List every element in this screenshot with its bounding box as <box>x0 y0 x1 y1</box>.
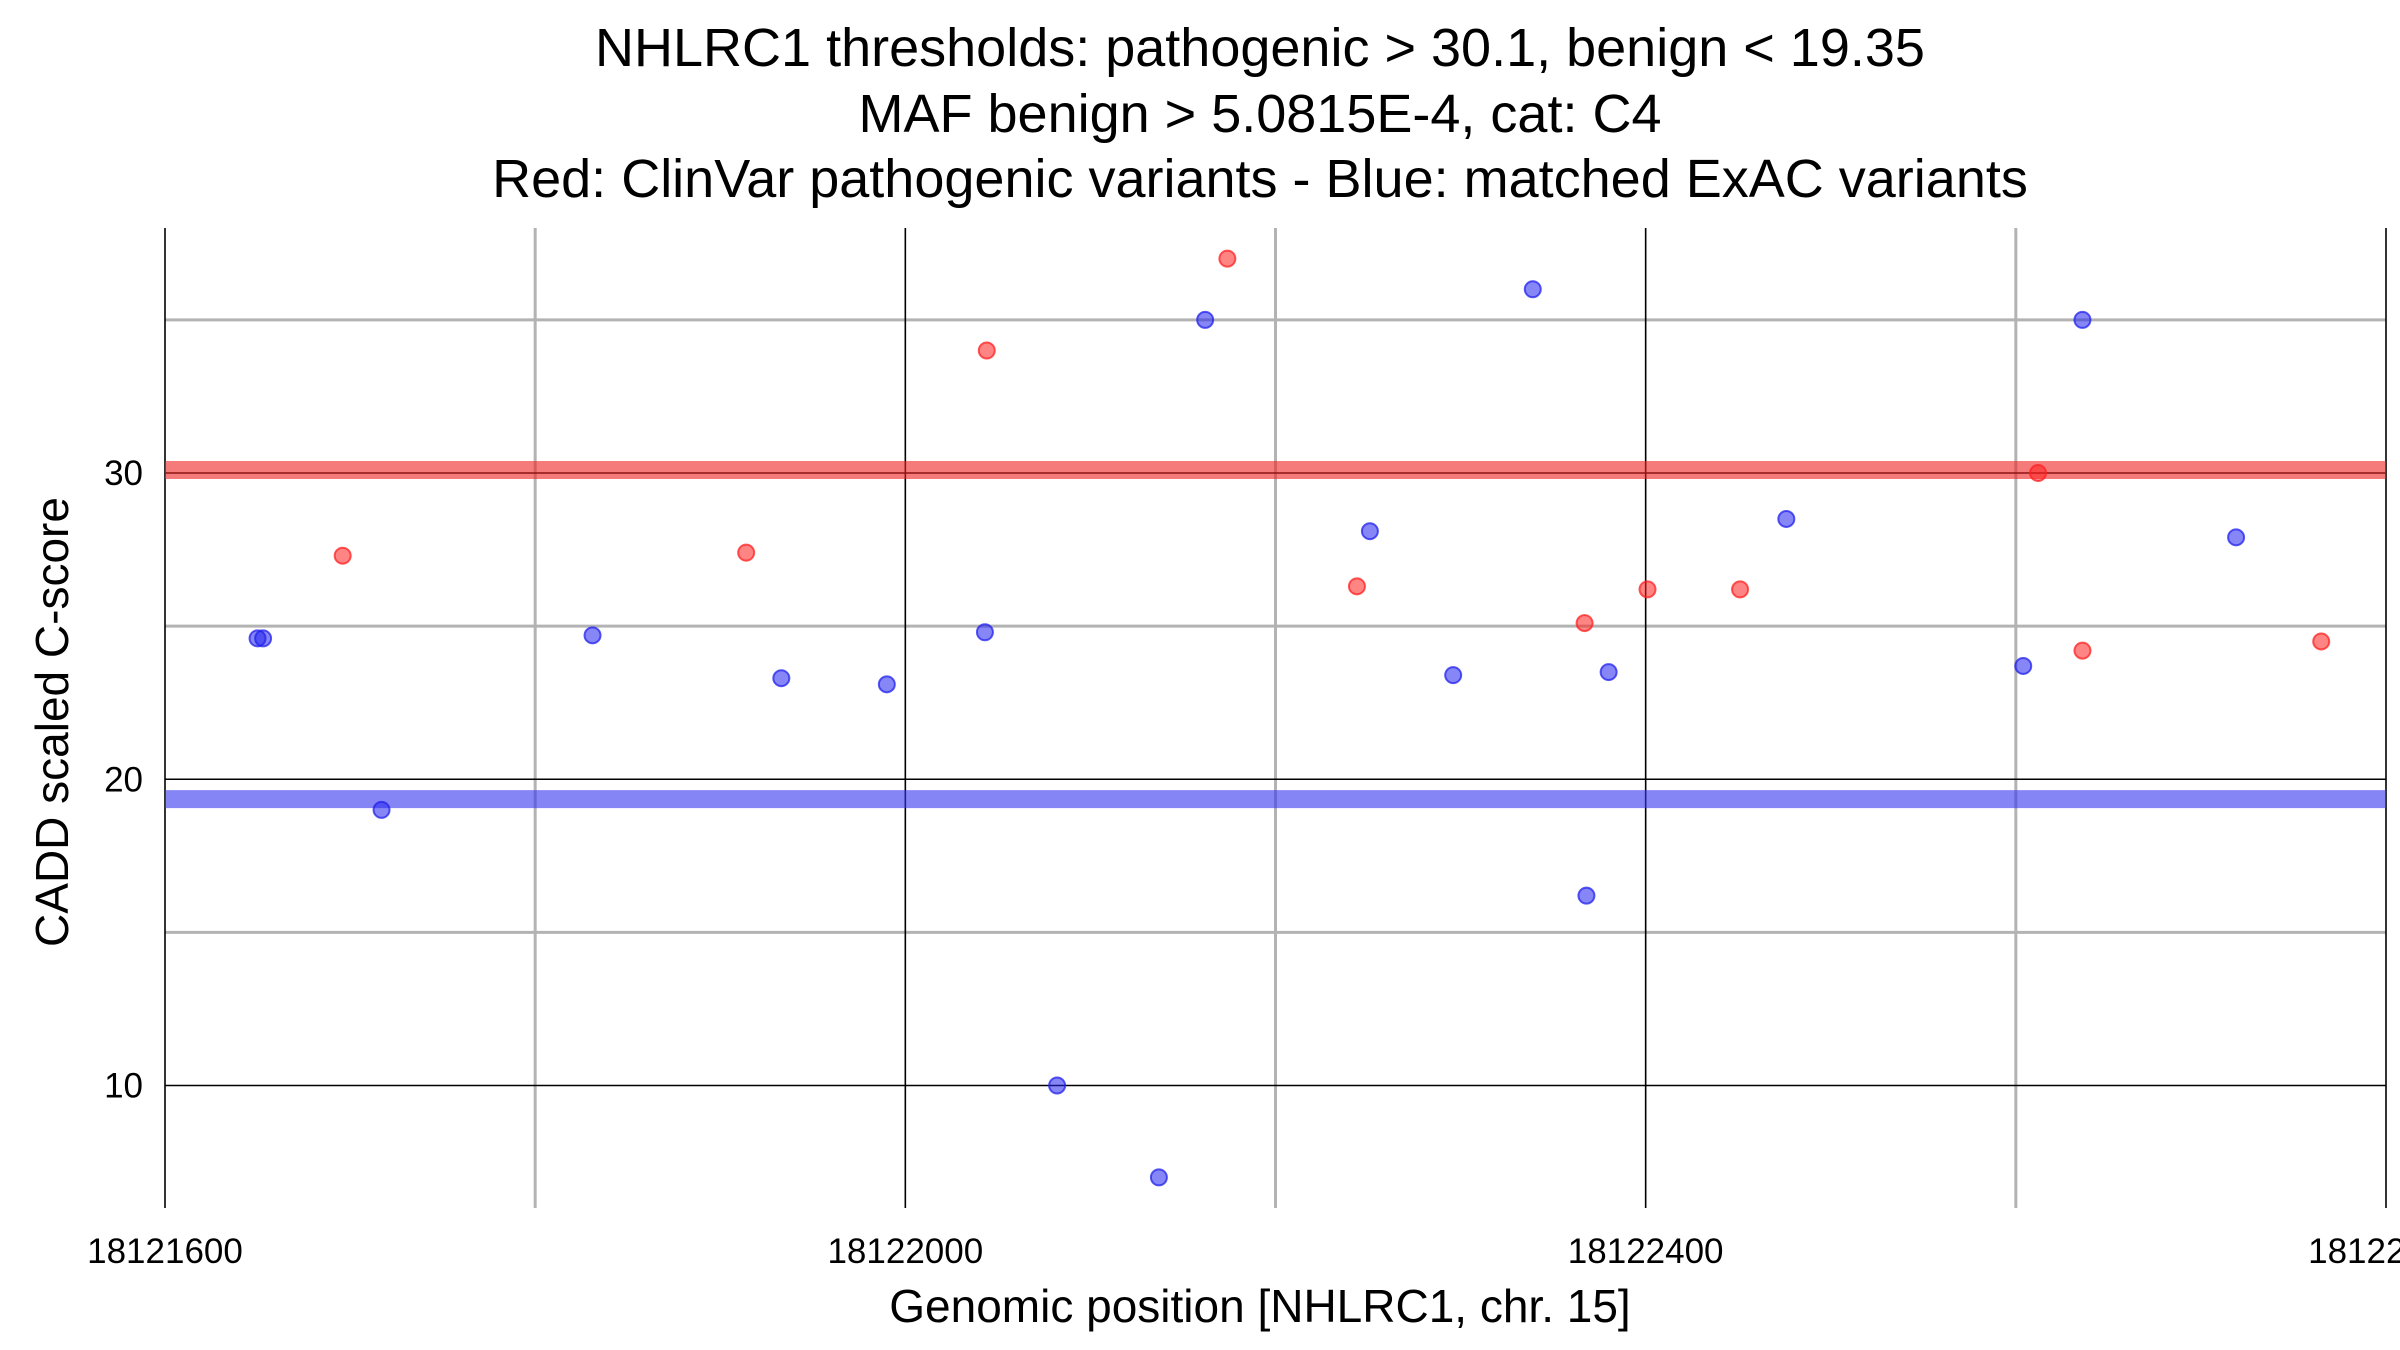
data-point <box>1523 280 1542 299</box>
chart-caption: Red: ClinVar pathogenic variants - Blue:… <box>492 149 2028 209</box>
x-tick-label: 18122000 <box>827 1232 983 1271</box>
data-point <box>1347 577 1366 596</box>
y-tick-label: 30 <box>104 454 143 493</box>
x-axis-label: Genomic position [NHLRC1, chr. 15] <box>889 1280 1630 1332</box>
data-point <box>772 669 791 688</box>
data-point <box>583 626 602 645</box>
x-tick-label: 18121600 <box>87 1232 243 1271</box>
data-point <box>2312 632 2331 651</box>
data-point <box>372 800 391 819</box>
data-point <box>2029 464 2048 482</box>
data-point <box>1731 580 1750 599</box>
tick-labels: 18121600 18122000 18122400 18122800 10 20 30 <box>87 454 2400 1271</box>
data-point <box>333 546 352 565</box>
threshold-lines <box>165 460 2386 809</box>
data-point <box>1360 522 1379 541</box>
data-point <box>977 341 996 360</box>
data-point <box>254 629 273 648</box>
data-point <box>877 675 896 694</box>
data-point <box>1577 886 1596 905</box>
data-point <box>1218 249 1237 268</box>
y-tick-label: 10 <box>104 1067 143 1106</box>
data-point <box>1777 509 1796 528</box>
chart-title: NHLRC1 thresholds: pathogenic > 30.1, be… <box>595 18 1925 78</box>
data-point <box>2073 310 2092 329</box>
data-point <box>1575 614 1594 633</box>
x-tick-label: 18122400 <box>1568 1232 1724 1271</box>
data-point <box>1444 666 1463 685</box>
data-point <box>1149 1168 1168 1187</box>
data-points <box>248 249 2331 1187</box>
x-tick-label: 18122800 <box>2308 1232 2400 1271</box>
data-point <box>737 543 756 562</box>
chart-subtitle: MAF benign > 5.0815E-4, cat: C4 <box>859 84 1662 144</box>
data-point <box>1048 1076 1067 1095</box>
data-point <box>2014 656 2033 675</box>
y-axis-label: CADD scaled C-score <box>26 497 78 947</box>
grid <box>164 228 2387 1208</box>
data-point <box>1638 580 1657 599</box>
data-point <box>1196 310 1215 329</box>
y-tick-label: 20 <box>104 760 143 799</box>
data-point <box>2227 528 2246 547</box>
data-point <box>975 623 994 642</box>
data-point <box>2073 641 2092 660</box>
data-point <box>1599 663 1618 682</box>
